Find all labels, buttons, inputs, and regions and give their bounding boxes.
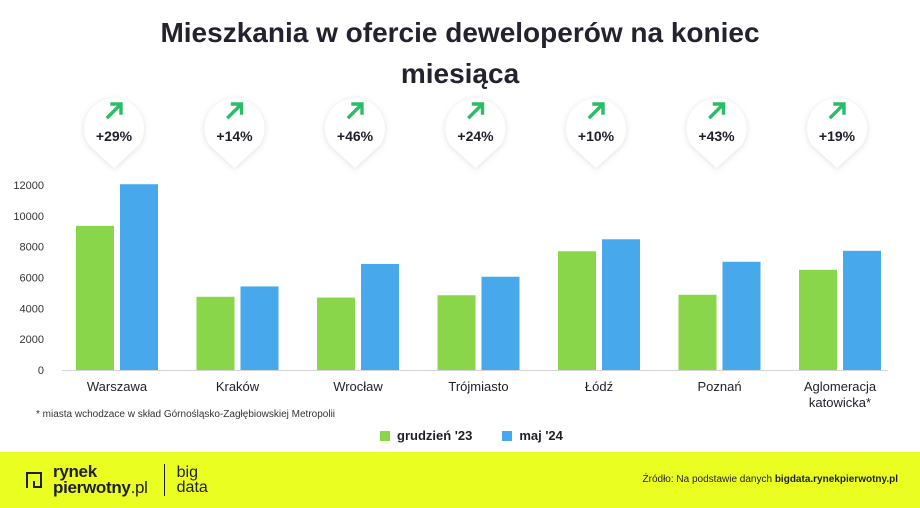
change-pin (566, 98, 626, 168)
change-pin (807, 98, 867, 168)
y-tick-label: 8000 (20, 242, 44, 254)
legend-item-may: maj '24 (502, 428, 563, 443)
bar-december (317, 297, 355, 370)
trend-up-arrow-icon (346, 102, 364, 120)
trend-up-arrow-icon (467, 102, 485, 120)
x-category-label: Aglomeracja katowicka* (804, 379, 877, 410)
legend-label-may: maj '24 (519, 428, 563, 443)
change-label: +46% (337, 128, 374, 144)
bar-may (120, 184, 158, 370)
change-label: +43% (698, 128, 735, 144)
change-label: +14% (216, 128, 253, 144)
change-label: +24% (457, 128, 494, 144)
brand-subtitle-line-2: data (176, 479, 208, 496)
bar-december (437, 295, 476, 370)
trend-up-arrow-icon (708, 102, 726, 120)
footnote: * miasta wchodzace w skład Górnośląsko-Z… (36, 409, 336, 420)
brand-subtitle-line-1: big (176, 464, 199, 481)
legend-swatch-may (502, 430, 513, 441)
bar-may (240, 286, 279, 370)
trend-up-arrow-icon (828, 102, 846, 120)
y-tick-label: 6000 (20, 273, 44, 285)
bar-may (481, 276, 520, 370)
legend-label-december: grudzień '23 (397, 428, 473, 443)
change-label: +19% (819, 128, 856, 144)
bar-december (76, 225, 114, 370)
trend-up-arrow-icon (105, 102, 123, 120)
change-pin (84, 98, 145, 168)
bar-may (843, 250, 881, 370)
brand-tld: .pl (130, 478, 148, 497)
trend-up-arrow-icon (226, 102, 244, 120)
chart-title-line-1: Mieszkania w ofercie deweloperów na koni… (160, 17, 760, 48)
brand-subtitle: big data (176, 464, 208, 496)
bar-december (678, 294, 717, 370)
brand-divider (163, 464, 165, 496)
bar-december (799, 269, 837, 370)
chart-legend: grudzień '23 maj '24 (380, 428, 593, 443)
change-pin (204, 98, 265, 168)
bar-may (361, 263, 399, 370)
x-category-label: Trójmiasto (448, 379, 508, 394)
source-link[interactable]: bigdata.rynekpierwotny.pl (774, 474, 898, 485)
source-prefix: Źródło: Na podstawie danych (642, 474, 773, 485)
brand-name-line-1: rynek (53, 462, 97, 481)
x-category-label: Łódź (585, 379, 613, 394)
bar-december (196, 296, 235, 370)
x-category-label: Warszawa (87, 379, 148, 394)
footer-bar: rynek pierwotny.pl big data Źródło: Na p… (0, 452, 920, 508)
change-pin (686, 98, 747, 168)
chart-title: Mieszkania w ofercie deweloperów na koni… (0, 12, 920, 94)
legend-item-december: grudzień '23 (380, 428, 472, 443)
y-tick-label: 4000 (20, 303, 44, 315)
brand-logo[interactable]: rynek pierwotny.pl big data (22, 462, 208, 497)
bar-may (602, 239, 640, 370)
change-pin (445, 98, 506, 168)
brand-mark-icon (26, 472, 42, 488)
bar-december (558, 251, 596, 370)
bar-may (722, 261, 761, 370)
y-tick-label: 10000 (13, 211, 44, 223)
legend-swatch-december (380, 430, 390, 441)
x-category-label: Kraków (216, 379, 260, 394)
brand-name-pierwotny: pierwotny (53, 478, 131, 497)
trend-up-arrow-icon (587, 102, 605, 120)
source-note: Źródło: Na podstawie danych bigdata.ryne… (643, 474, 898, 485)
brand-name: rynek pierwotny.pl (53, 462, 148, 497)
x-category-label: Wrocław (333, 379, 383, 394)
change-pin (325, 98, 385, 168)
change-label: +10% (578, 128, 615, 144)
y-tick-label: 0 (38, 365, 44, 377)
x-category-label: Poznań (697, 379, 741, 394)
brand-name-line-2: pierwotny.pl (53, 478, 148, 497)
y-tick-label: 12000 (13, 180, 44, 192)
change-label: +29% (96, 128, 133, 144)
y-tick-label: 2000 (20, 334, 44, 346)
chart-title-line-2: miesiąca (400, 58, 520, 89)
